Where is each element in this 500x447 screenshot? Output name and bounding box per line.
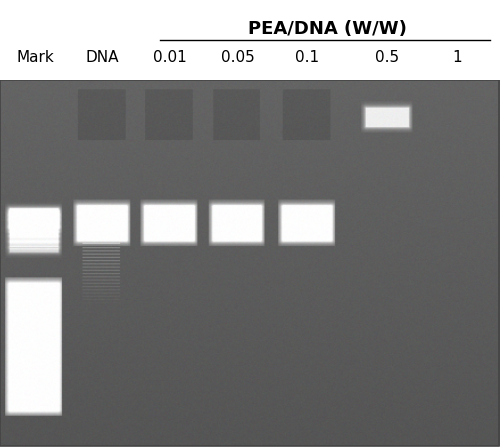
Text: 1: 1	[452, 50, 462, 65]
Text: 0.1: 0.1	[296, 50, 320, 65]
Text: 0.01: 0.01	[153, 50, 187, 65]
Text: Mark: Mark	[16, 50, 54, 65]
Text: 0.05: 0.05	[220, 50, 254, 65]
Text: PEA/DNA (W/W): PEA/DNA (W/W)	[248, 20, 407, 38]
Text: 0.5: 0.5	[376, 50, 400, 65]
Text: DNA: DNA	[86, 50, 120, 65]
